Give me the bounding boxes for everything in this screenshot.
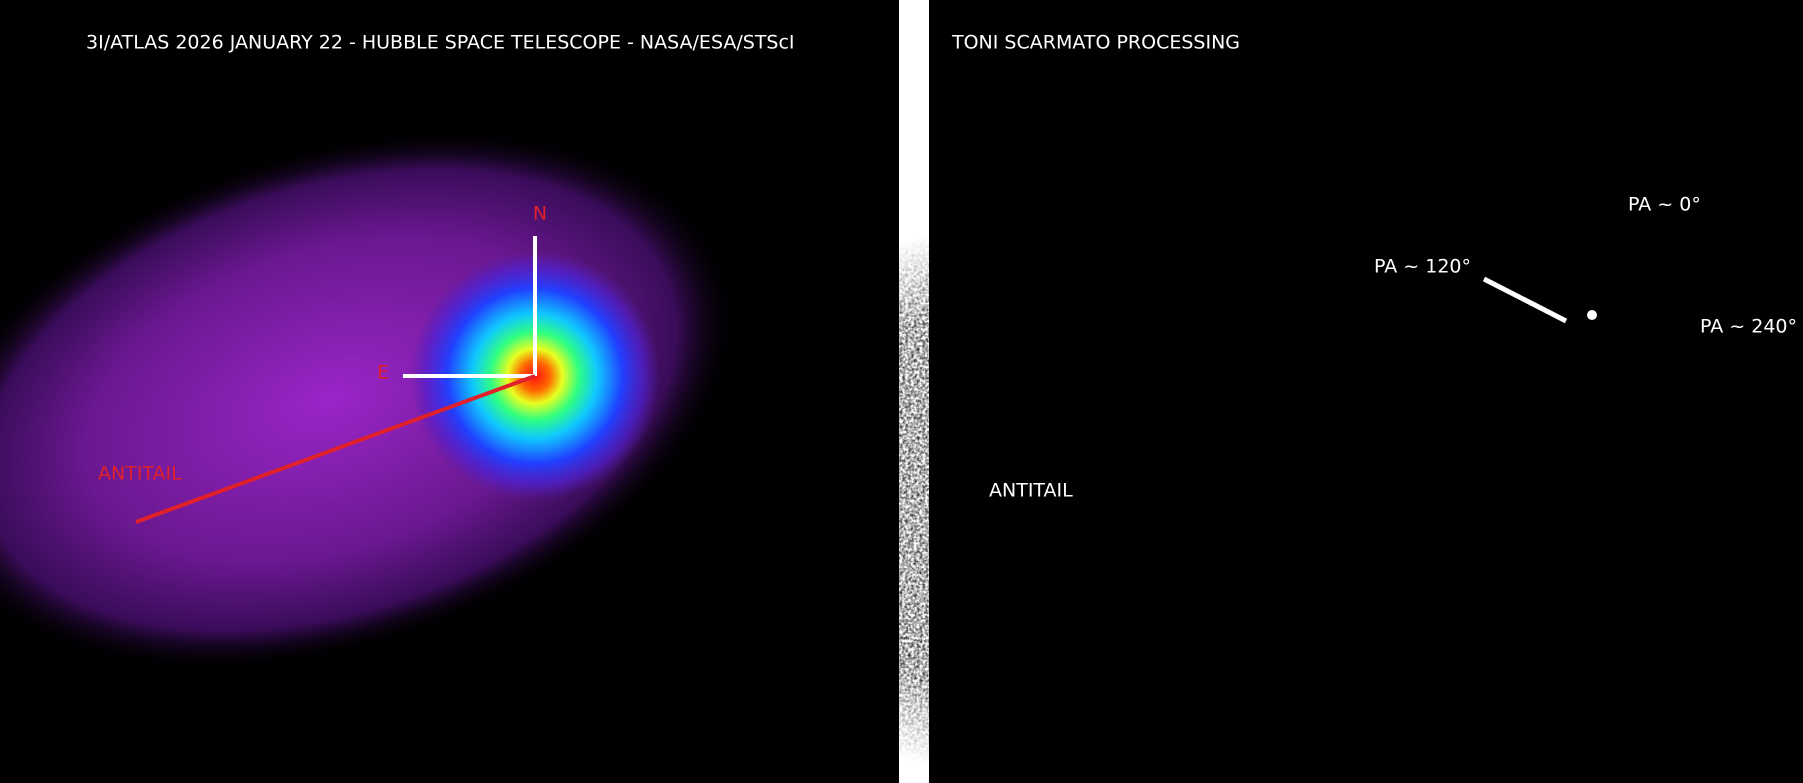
diffuse-glow [1034, 184, 1666, 576]
panel-title: 3I/ATLAS 2026 JANUARY 22 - HUBBLE SPACE … [86, 32, 795, 54]
east-label: E [377, 362, 389, 384]
nucleus [1587, 310, 1597, 320]
antitail-label: ANTITAIL [98, 463, 182, 485]
pa-120-arrow [1482, 276, 1568, 324]
sw-jet [1564, 294, 1666, 356]
pa-label: PA ~ 0° [1628, 194, 1701, 216]
north-label: N [533, 203, 547, 225]
processed-signal [700, 140, 1666, 780]
antitail-line [135, 374, 536, 524]
pa-label: PA ~ 240° [1700, 316, 1797, 338]
right-panel: TONI SCARMATO PROCESSING ANTITAIL PA ~ 0… [700, 0, 1803, 783]
antitail-label: ANTITAIL [989, 480, 1073, 502]
panel-title: TONI SCARMATO PROCESSING [951, 32, 1240, 54]
pa-label: PA ~ 120° [1374, 256, 1471, 278]
